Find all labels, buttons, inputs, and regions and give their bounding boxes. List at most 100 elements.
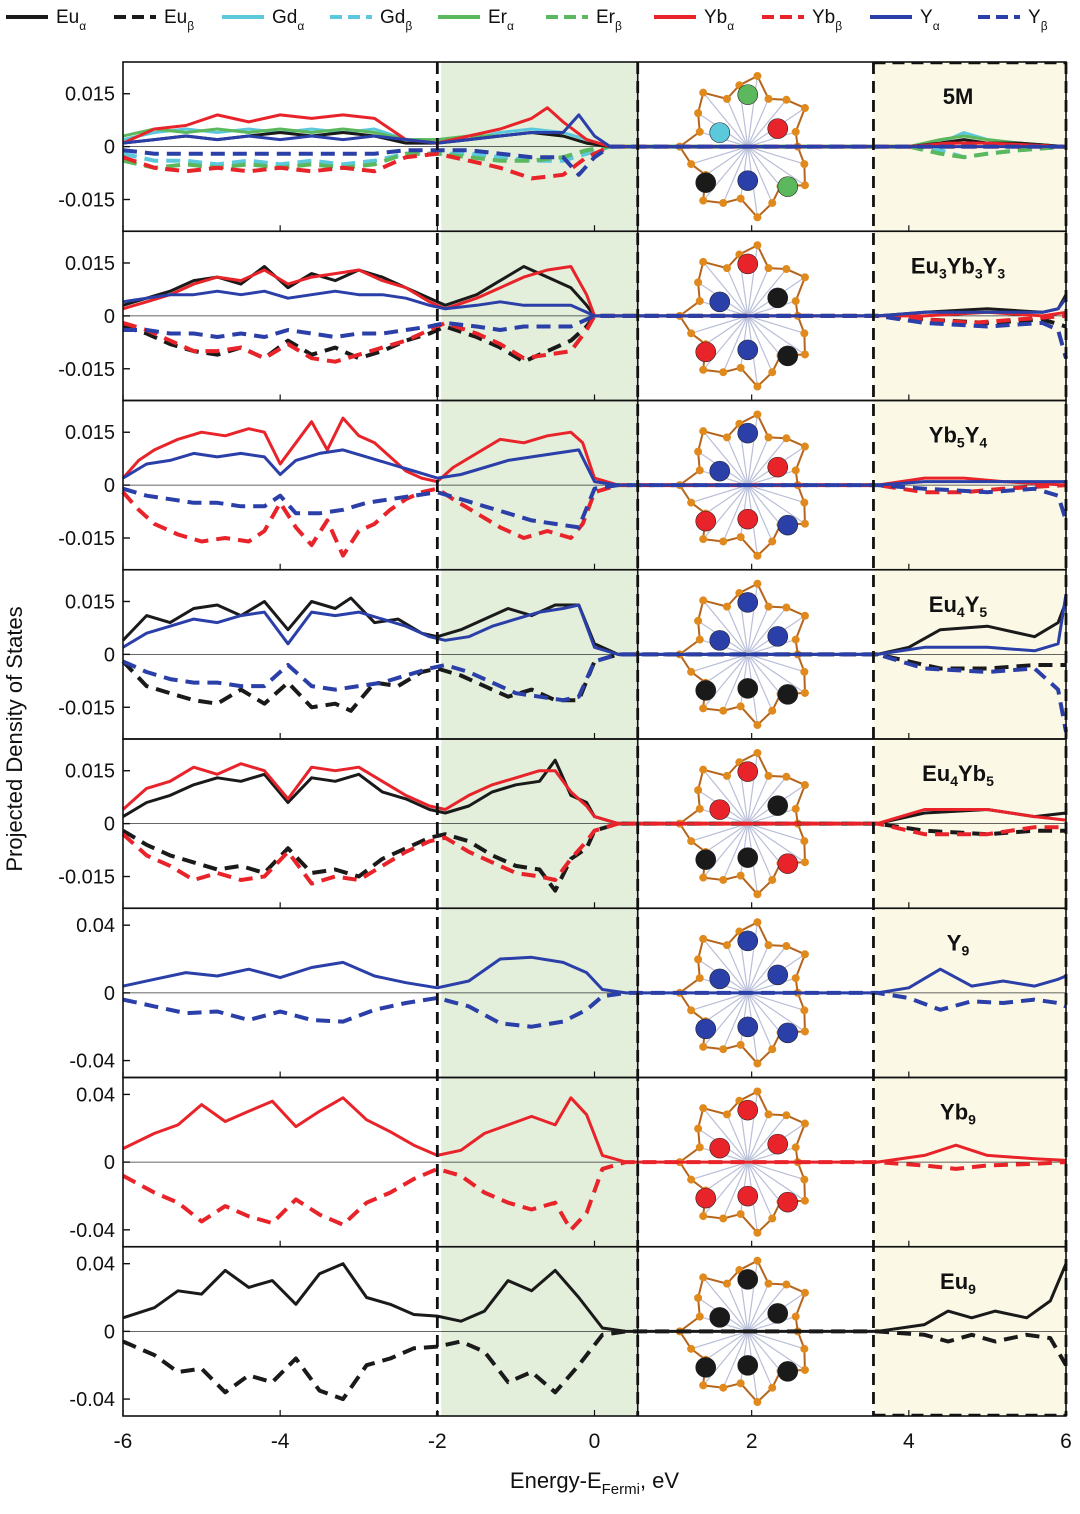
metal-atom [777,514,799,536]
ligand-atom [699,257,708,266]
ligand-atom [722,1279,731,1288]
x-tick-label: 2 [746,1430,758,1453]
legend-label: Gdβ [380,7,412,33]
y-tick-label: -0.015 [58,697,115,719]
ligand-atom [753,579,762,588]
metal-atom [695,172,717,193]
ligand-atom [782,942,791,951]
y-tick-label: -0.015 [58,867,115,889]
ligand-atom [791,635,800,644]
bond [794,276,806,302]
y-tick-label: -0.015 [58,359,115,381]
cluster-structure [675,1087,809,1237]
bond [702,1107,728,1116]
series-y-beta [122,652,1068,733]
metal-atom [737,253,759,275]
legend-label: Erα [488,7,514,33]
bond [747,437,770,486]
bond [756,583,770,608]
x-tick-label: 6 [1060,1430,1072,1453]
bond [756,921,770,946]
panel-3 [121,410,1068,560]
bond [747,1161,773,1219]
ligand-atom [699,427,708,436]
ligand-atom [768,1214,777,1223]
bond [726,267,749,317]
ligand-atom [791,297,800,306]
y-tick-label: 0.015 [65,84,115,106]
legend-item-y-beta: Yβ [978,7,1048,33]
bond [739,1213,759,1234]
bond [726,437,749,486]
series-y-beta [122,144,1066,177]
bond [747,992,773,1050]
panel-label: Eu4Y5 [929,592,988,620]
bond [702,938,749,994]
ligand-atom [800,519,809,528]
ligand-atom [719,198,728,207]
metal-atom [709,799,731,820]
bond [747,992,806,1032]
ligand-atom [800,1175,809,1184]
bond [747,99,787,148]
metal-atom [737,592,759,613]
ligand-atom [695,804,704,813]
bond [722,823,749,881]
ligand-atom [699,934,708,943]
ligand-atom [753,382,762,391]
bond [690,484,748,504]
bond [739,705,759,726]
bond [747,654,773,711]
panel-label: Yb9 [940,1100,976,1128]
ligand-atom [800,1119,809,1128]
bond [747,469,796,486]
bond [794,1123,806,1148]
bond [690,1161,748,1181]
metal-atom [737,508,759,530]
ligand-atom [699,88,708,97]
x-tick-label: -4 [271,1430,290,1453]
series-y-alpha [122,955,1067,995]
ligand-atom [719,1214,728,1223]
cluster-structure [675,241,809,391]
bond [747,992,805,1011]
bond [702,1107,749,1163]
metal-atom [737,1185,759,1207]
ligand-atom [782,434,791,443]
cluster-structure [675,918,809,1068]
ligand-atom [782,603,791,612]
ligand-atom [800,611,809,620]
ligand-atom [687,1175,696,1184]
bond [705,1330,749,1361]
ligand-atom [753,1087,762,1096]
metal-atom [737,930,759,952]
ligand-atom [764,94,773,103]
bond [702,430,749,486]
bond [747,414,759,486]
ligand-atom [722,941,731,950]
ligand-atom [791,1312,800,1321]
metal-atom [777,345,799,367]
bond [747,146,781,187]
ligand-atom [753,1228,762,1237]
metal-atom [767,1303,789,1324]
bond [747,653,806,694]
ligand-atom [699,1104,708,1113]
y-tick-label: 0 [104,1321,115,1343]
bond [747,267,770,317]
bond [747,1114,787,1163]
y-tick-label: 0.015 [65,422,115,444]
series-er-alpha [122,127,1067,149]
series-eu-beta [121,652,1066,713]
bond [747,1330,805,1350]
series-gd-beta [122,144,1067,167]
ligand-atom [695,974,704,983]
cluster-structure [675,579,809,730]
bond [747,1146,796,1163]
y-tick-label: -0.04 [69,1220,115,1242]
ligand-atom [768,1383,777,1392]
bond [794,107,806,133]
bond [747,653,805,673]
ligand-atom [687,498,696,507]
